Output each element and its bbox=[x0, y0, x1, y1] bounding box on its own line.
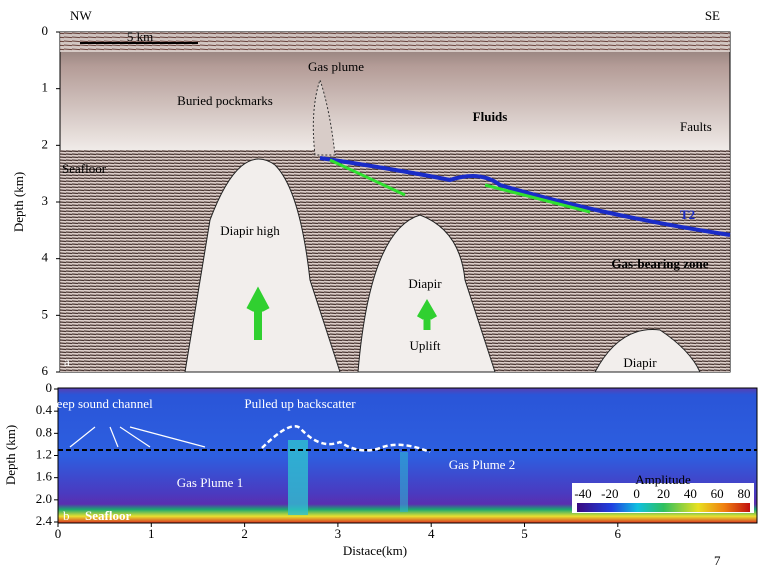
y-tick-label: 3 bbox=[42, 193, 49, 208]
y-axis-label: Depth (km) bbox=[3, 425, 18, 485]
panel-label: b bbox=[63, 508, 70, 523]
colorbar-tick-label: 60 bbox=[711, 486, 724, 501]
pointer bbox=[69, 426, 206, 448]
y-tick-label: 2.4 bbox=[36, 513, 53, 528]
colorbar bbox=[577, 503, 750, 512]
panel-a: NW SE 5 km Gas plume Buried pockmarks Fl… bbox=[6, 8, 731, 373]
horizon-t2 bbox=[319, 156, 731, 237]
y-tick-label: 2.0 bbox=[36, 491, 52, 506]
x-axis-label: Distace(km) bbox=[343, 543, 407, 558]
diapir-high bbox=[184, 158, 341, 373]
y-tick-label: 4 bbox=[42, 250, 49, 265]
annotation: Diapir high bbox=[220, 223, 280, 238]
pullup-line bbox=[261, 425, 431, 454]
x-tick-label: 0 bbox=[55, 526, 62, 541]
x-tick-label: 3 bbox=[335, 526, 342, 541]
scale-label: 5 km bbox=[127, 29, 153, 44]
shallow-layers bbox=[60, 32, 730, 52]
annotation: Seafloor bbox=[85, 508, 131, 523]
y-axis-label: Depth (km) bbox=[11, 172, 26, 232]
x-tick-label: 4 bbox=[428, 526, 435, 541]
annotation: Buried pockmarks bbox=[177, 93, 273, 108]
annotation: Gas Plume 1 bbox=[177, 475, 243, 490]
y-tick-label: 0.8 bbox=[36, 424, 52, 439]
direction: SE bbox=[705, 8, 720, 23]
colorbar-tick-label: -40 bbox=[574, 486, 591, 501]
y-tick-label: 1 bbox=[42, 80, 49, 95]
colorbar-tick-label: -20 bbox=[601, 486, 618, 501]
annotation: Uplift bbox=[409, 338, 440, 353]
y-tick-label: 6 bbox=[42, 363, 49, 378]
spacer bbox=[6, 26, 9, 29]
annotation: Gas Plume 2 bbox=[449, 457, 515, 472]
annotation: T2 bbox=[680, 207, 695, 222]
annotation: Seafloor bbox=[62, 161, 107, 176]
annotation: Gas plume bbox=[308, 59, 364, 74]
small-diapir bbox=[594, 329, 701, 373]
panel-label: a bbox=[64, 354, 70, 369]
uplift-arrow bbox=[416, 299, 438, 330]
diapir bbox=[357, 214, 496, 373]
annotation: Fluids bbox=[473, 109, 508, 124]
annotation: Diapir bbox=[408, 276, 442, 291]
annotation: Faults bbox=[680, 119, 712, 134]
x-tick-label: 2 bbox=[241, 526, 248, 541]
colorbar-tick-label: 80 bbox=[738, 486, 751, 501]
gas-plume-shape bbox=[312, 78, 336, 156]
direction: NW bbox=[70, 8, 92, 23]
y-tick-label: 0 bbox=[46, 380, 53, 395]
annotation: Gas-bearing zone bbox=[611, 256, 708, 271]
plume-1 bbox=[288, 440, 308, 515]
plume-2 bbox=[400, 452, 408, 512]
x-tick-label: 5 bbox=[521, 526, 528, 541]
y-tick-label: 0.4 bbox=[36, 402, 53, 417]
annotation: Pulled up backscatter bbox=[244, 396, 356, 411]
uplift-arrow bbox=[246, 286, 270, 340]
colorbar-tick-label: 0 bbox=[633, 486, 640, 501]
x-tick-label: 1 bbox=[148, 526, 155, 541]
annotation: Deep sound channel bbox=[47, 396, 153, 411]
y-tick-label: 5 bbox=[42, 306, 49, 321]
fluid-arrows bbox=[329, 158, 591, 214]
y-tick-label: 2 bbox=[42, 136, 49, 151]
y-tick-label: 1.6 bbox=[36, 469, 53, 484]
colorbar-tick-label: 20 bbox=[657, 486, 670, 501]
y-tick-label: 0 bbox=[42, 23, 49, 38]
annotation: Diapir bbox=[623, 355, 657, 370]
colorbar-title: Amplitude bbox=[635, 472, 691, 487]
colorbar-tick-label: 40 bbox=[684, 486, 697, 501]
page-number: 7 bbox=[714, 553, 721, 568]
y-tick-label: 1.2 bbox=[36, 446, 52, 461]
panel-b: Amplitude Deep sound channel Pulled up b… bbox=[3, 387, 758, 558]
x-tick-label: 6 bbox=[615, 526, 622, 541]
